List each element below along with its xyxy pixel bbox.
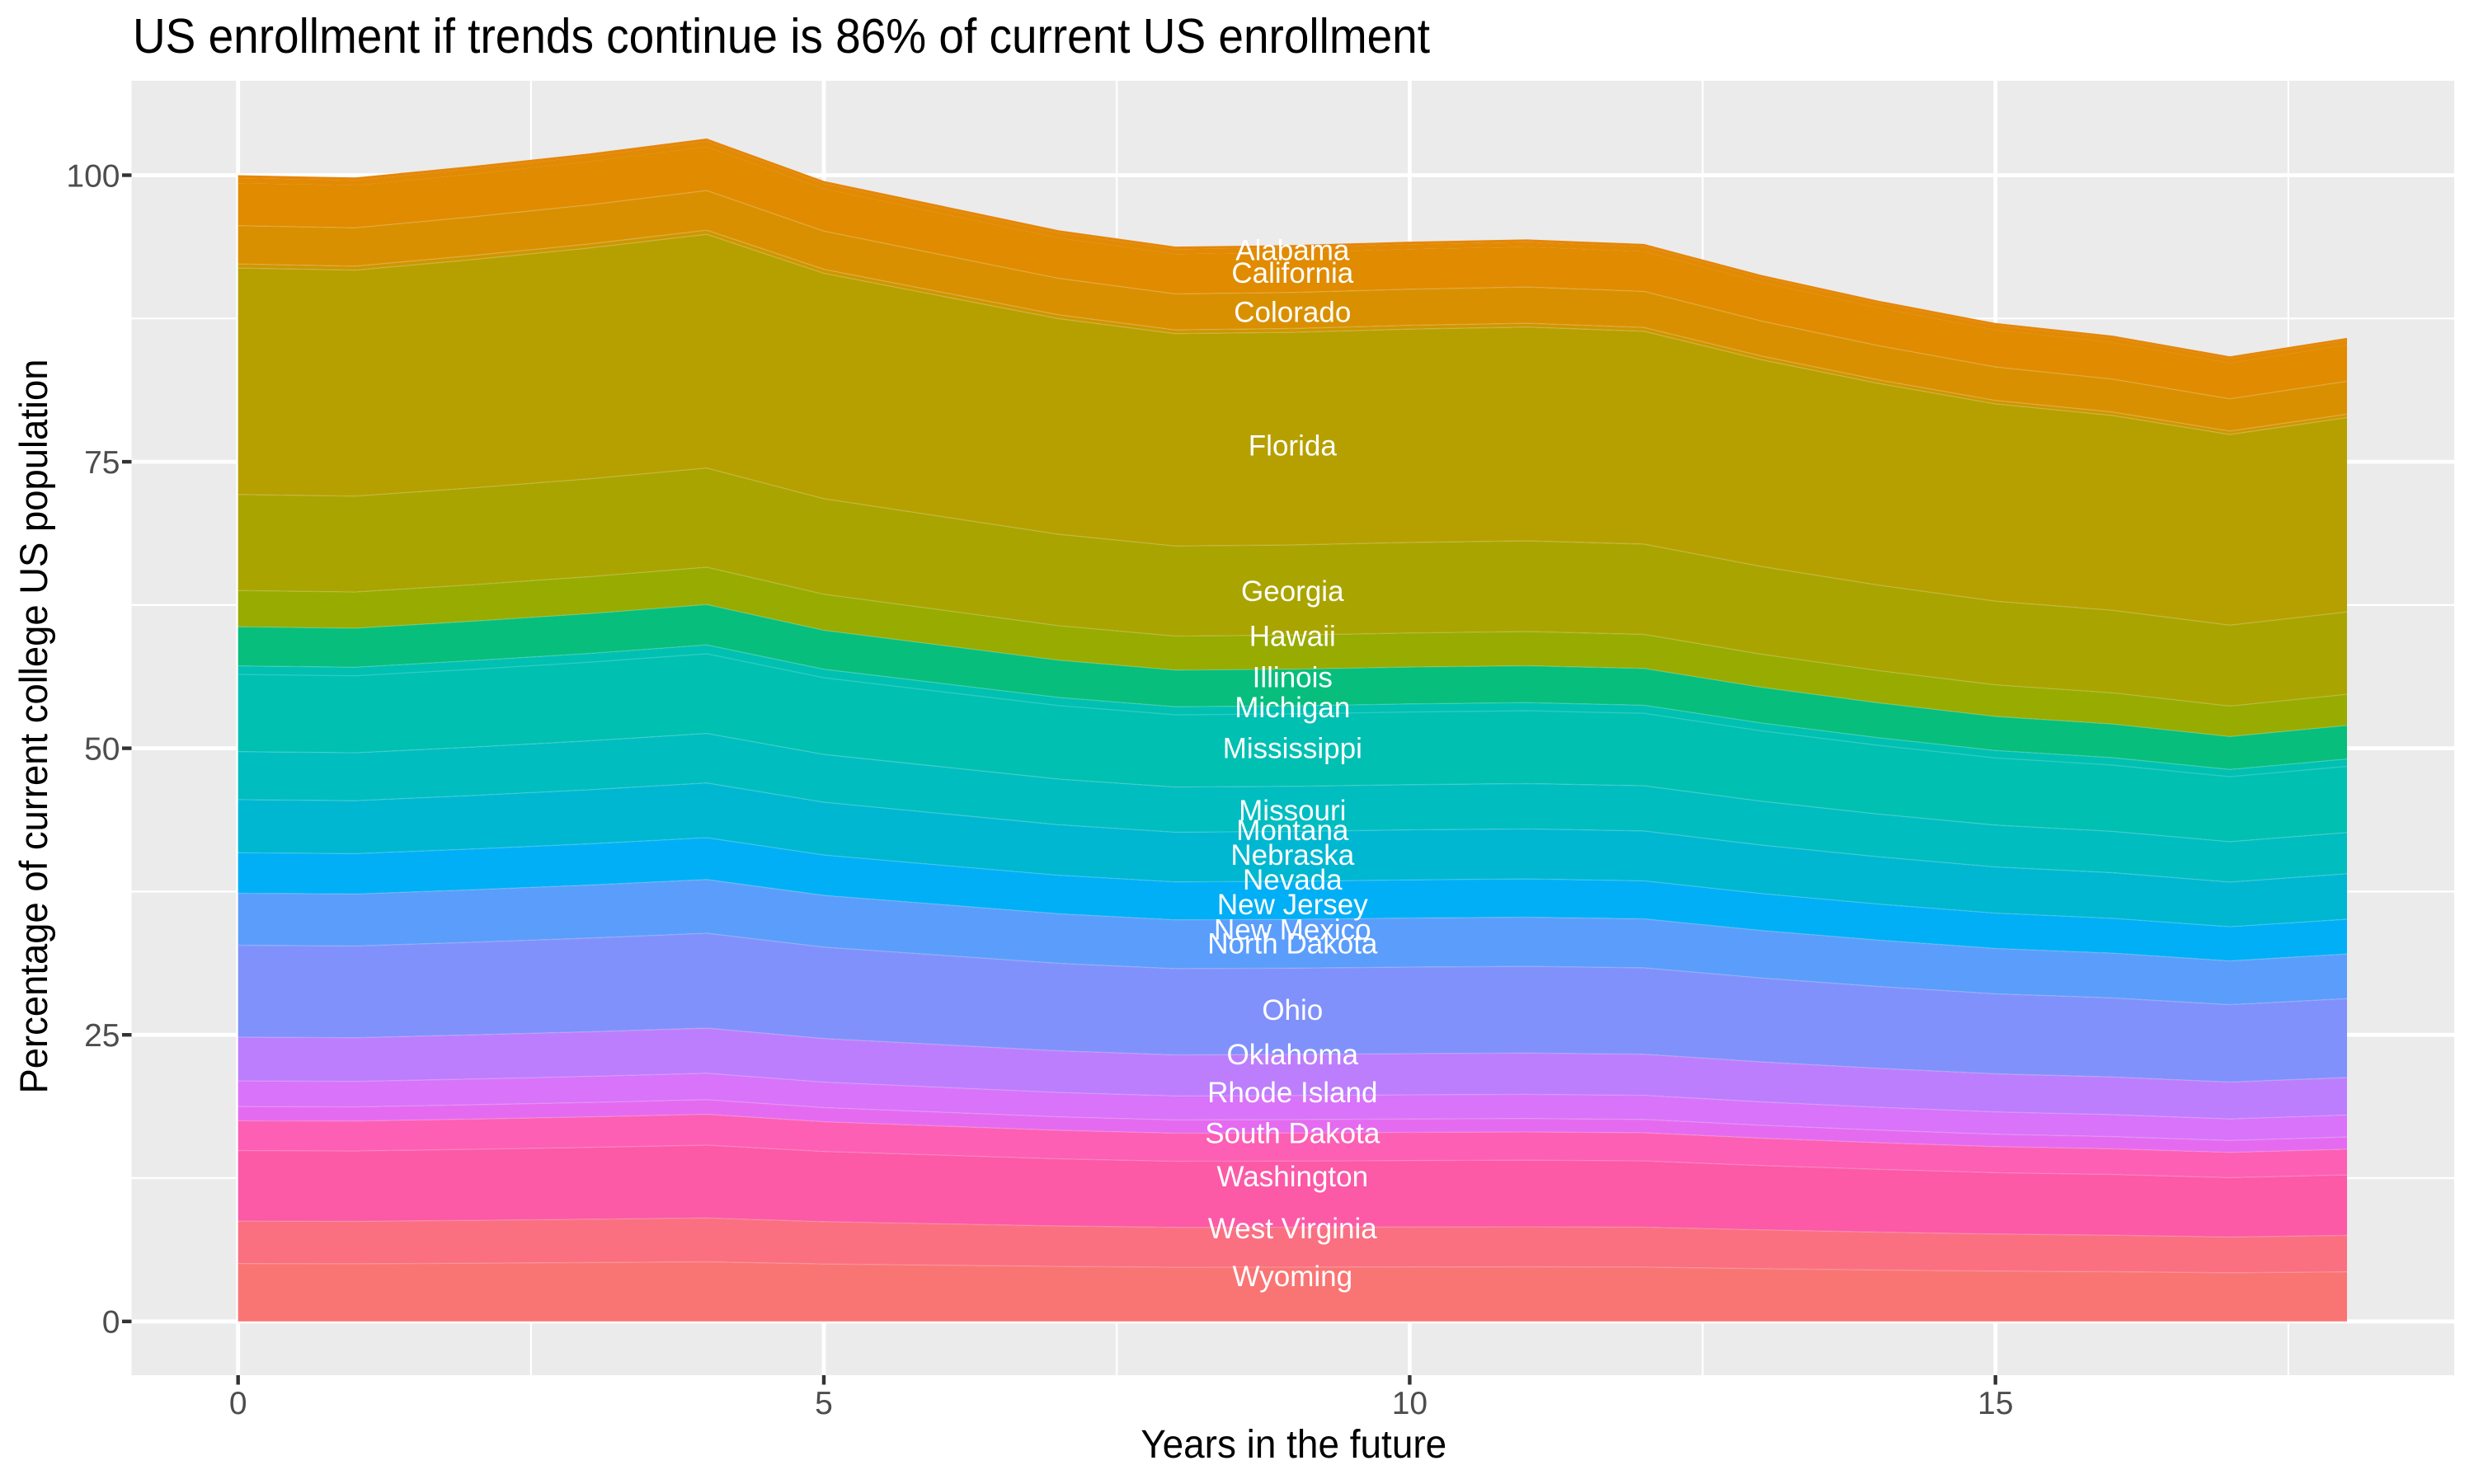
svg-text:15: 15 — [1978, 1386, 2013, 1421]
svg-text:West Virginia: West Virginia — [1208, 1213, 1377, 1245]
svg-text:Georgia: Georgia — [1241, 575, 1344, 608]
svg-text:Years in the future: Years in the future — [1141, 1423, 1446, 1467]
svg-text:Mississippi: Mississippi — [1223, 732, 1362, 764]
svg-text:California: California — [1231, 257, 1353, 289]
svg-text:50: 50 — [84, 732, 120, 768]
svg-text:0: 0 — [229, 1386, 247, 1421]
svg-text:5: 5 — [815, 1386, 833, 1421]
svg-text:New Mexico: New Mexico — [1214, 914, 1371, 946]
svg-text:Wyoming: Wyoming — [1233, 1261, 1353, 1293]
svg-text:Nebraska: Nebraska — [1230, 839, 1354, 871]
svg-text:Percentage of current college: Percentage of current college US populat… — [12, 359, 55, 1094]
svg-text:Florida: Florida — [1249, 430, 1338, 462]
svg-text:New Jersey: New Jersey — [1217, 889, 1368, 921]
svg-text:Illinois: Illinois — [1253, 662, 1333, 694]
svg-text:10: 10 — [1392, 1386, 1427, 1421]
svg-text:Colorado: Colorado — [1234, 296, 1351, 328]
svg-text:Alabama: Alabama — [1235, 235, 1350, 267]
svg-text:75: 75 — [84, 445, 120, 481]
svg-text:Washington: Washington — [1217, 1161, 1369, 1193]
svg-text:Ohio: Ohio — [1262, 994, 1323, 1026]
svg-text:Michigan: Michigan — [1235, 692, 1350, 724]
svg-text:Hawaii: Hawaii — [1249, 620, 1336, 652]
svg-text:North Dakota: North Dakota — [1207, 928, 1378, 960]
svg-text:Nevada: Nevada — [1243, 864, 1343, 896]
svg-text:US enrollment if trends contin: US enrollment if trends continue is 86% … — [133, 9, 1430, 63]
svg-text:Rhode Island: Rhode Island — [1207, 1077, 1377, 1109]
svg-text:Missouri: Missouri — [1239, 795, 1346, 827]
svg-text:100: 100 — [66, 158, 120, 194]
svg-text:Montana: Montana — [1236, 815, 1349, 847]
svg-text:0: 0 — [102, 1305, 120, 1341]
svg-text:South Dakota: South Dakota — [1205, 1118, 1380, 1150]
svg-text:25: 25 — [84, 1018, 120, 1054]
svg-text:Oklahoma: Oklahoma — [1227, 1039, 1359, 1071]
